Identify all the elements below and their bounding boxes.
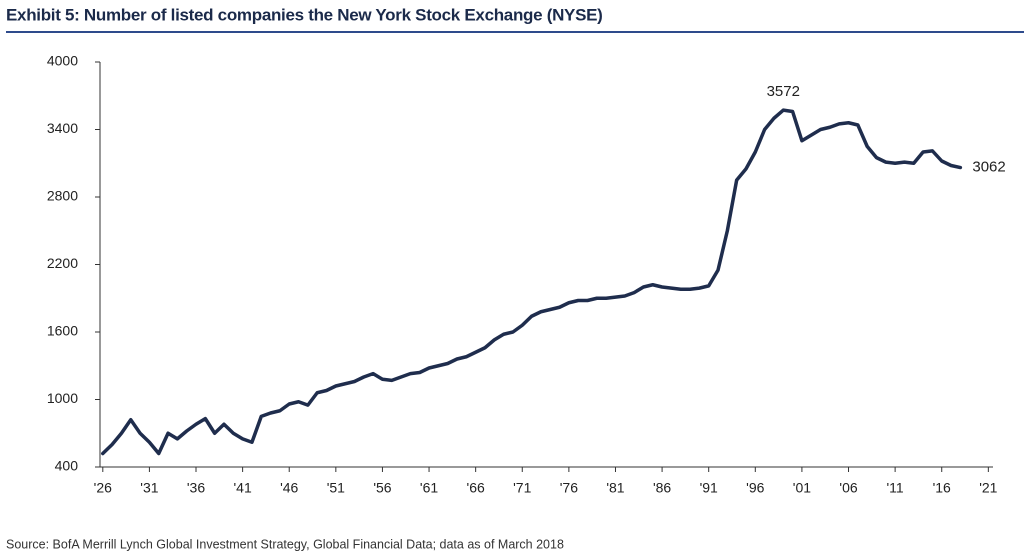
x-tick-label: '21 [979,480,997,496]
annotation: 3062 [972,158,1005,175]
x-tick-label: '41 [233,480,251,496]
x-tick-label: '31 [140,480,158,496]
y-tick-label: 4000 [47,53,78,69]
x-tick-label: '11 [887,480,904,496]
y-tick-label: 400 [55,458,79,474]
x-tick-label: '36 [187,480,205,496]
chart-title: Exhibit 5: Number of listed companies th… [6,5,603,24]
x-tick-label: '16 [933,480,951,496]
x-tick-label: '61 [420,480,438,496]
title-rule [6,31,1024,33]
annotation: 3572 [767,83,800,100]
x-tick-label: '46 [280,480,298,496]
source-note: Source: BofA Merrill Lynch Global Invest… [6,537,564,551]
x-tick-label: '66 [467,480,485,496]
y-tick-label: 1600 [47,323,78,339]
y-tick-label: 2200 [47,255,78,271]
x-tick-label: '01 [793,480,811,496]
x-tick-label: '51 [327,480,345,496]
y-tick-label: 3400 [47,120,78,136]
data-line [101,108,963,456]
x-tick-label: '56 [373,480,391,496]
x-tick-label: '26 [94,480,112,496]
x-tick-label: '86 [653,480,671,496]
y-tick-label: 2800 [47,188,78,204]
x-tick-label: '81 [606,480,624,496]
x-tick-label: '71 [513,480,531,496]
x-tick-label: '96 [746,480,764,496]
y-tick-label: 1000 [47,390,78,406]
x-tick-label: '76 [560,480,578,496]
x-tick-label: '06 [839,480,857,496]
x-tick-label: '91 [700,480,718,496]
